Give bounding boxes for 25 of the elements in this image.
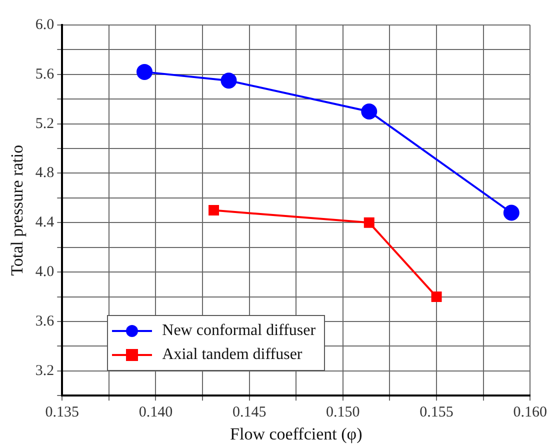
point — [431, 292, 442, 302]
point — [136, 64, 153, 80]
x-tick-label: 0.140 — [138, 404, 173, 421]
y-tick-label: 3.6 — [35, 313, 55, 330]
y-tick-label: 4.8 — [35, 165, 54, 182]
y-tick-label: 5.2 — [35, 116, 54, 132]
point — [503, 204, 520, 221]
y-axis-title: Total pressure ratio — [8, 144, 27, 276]
x-tick-label: 0.145 — [232, 404, 266, 421]
y-tick-label: 6.0 — [35, 16, 54, 33]
y-tick-label: 4.0 — [35, 264, 54, 280]
point — [220, 72, 237, 89]
legend-label: New conformal diffuser — [162, 322, 316, 340]
y-tick-label: 4.4 — [35, 214, 55, 231]
x-tick-label: 0.155 — [420, 404, 454, 421]
x-tick-label: 0.150 — [326, 404, 360, 421]
point — [208, 205, 220, 216]
x-axis-title: Flow coeffcient (φ) — [230, 424, 362, 444]
y-tick-label: 3.2 — [35, 362, 54, 379]
legend-label: Axial tandem diffuser — [162, 346, 302, 364]
x-tick-label: 0.135 — [45, 404, 80, 421]
point — [364, 217, 374, 228]
x-tick-label: 0.160 — [513, 404, 547, 421]
point — [361, 103, 378, 120]
y-tick-label: 5.6 — [35, 66, 55, 82]
